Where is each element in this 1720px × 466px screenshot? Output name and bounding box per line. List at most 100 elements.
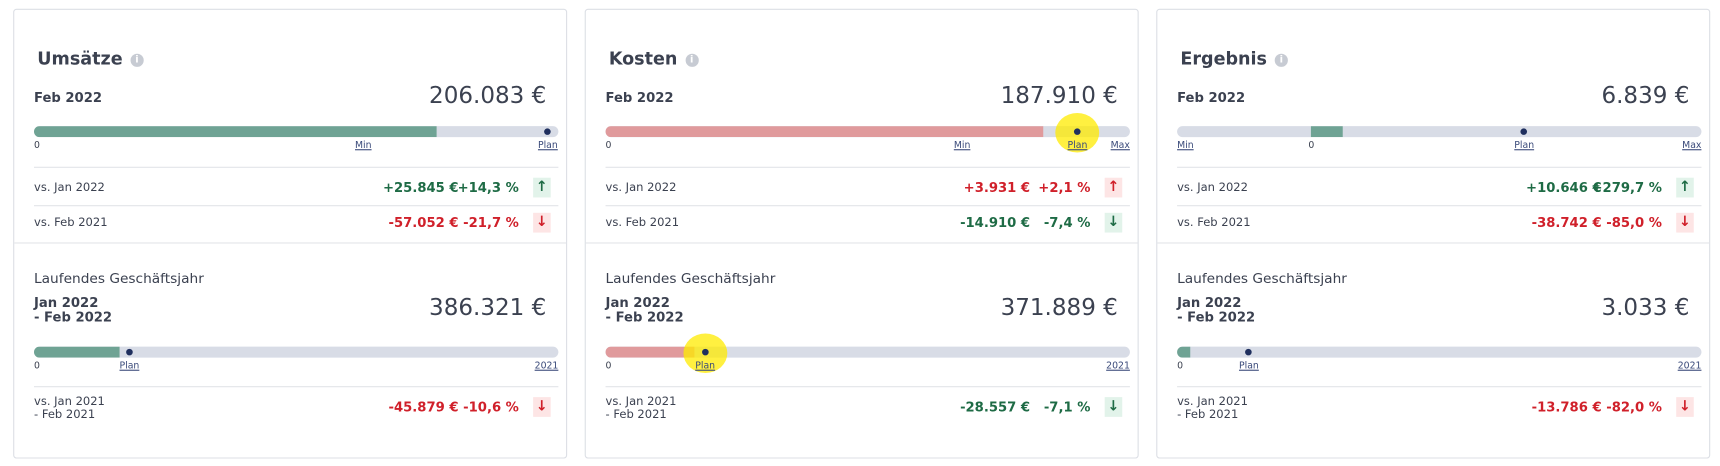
bar-label: Max bbox=[1682, 140, 1702, 152]
bar-label: 0 bbox=[34, 360, 40, 372]
comparison-pct: +2,1 % bbox=[1038, 179, 1091, 196]
card-title: Kosten i bbox=[608, 48, 699, 70]
trend-arrow: ↑ bbox=[1676, 177, 1694, 198]
plan-marker bbox=[701, 348, 709, 356]
bar-label: 0 bbox=[34, 140, 40, 152]
trend-arrow: ↓ bbox=[533, 397, 551, 417]
divider bbox=[1177, 166, 1702, 168]
trend-arrow: ↓ bbox=[1104, 212, 1123, 233]
comparison-pct: -7,1 % bbox=[1043, 399, 1091, 415]
comparison-pct: -85,0 % bbox=[1606, 215, 1662, 231]
divider bbox=[1177, 205, 1702, 207]
comparison-pct: -21,7 % bbox=[463, 215, 519, 231]
plan-marker bbox=[1520, 128, 1528, 135]
bar-label: Min bbox=[1177, 140, 1194, 152]
bar-label: 0 bbox=[605, 140, 612, 152]
divider bbox=[14, 242, 567, 244]
plan-marker bbox=[126, 348, 133, 356]
comparison-label: vs. Feb 2021 bbox=[1177, 216, 1251, 230]
trend-arrow: ↓ bbox=[533, 212, 551, 233]
progress-track bbox=[1177, 346, 1702, 358]
comparison-label: vs. Jan 2022 bbox=[1177, 181, 1248, 195]
comparison-label: vs. Feb 2021 bbox=[34, 216, 108, 230]
period: Feb 2022 bbox=[34, 89, 103, 106]
plan-marker bbox=[1074, 128, 1081, 135]
divider bbox=[34, 205, 559, 207]
comparison-abs: -57.052 € bbox=[388, 215, 459, 231]
divider bbox=[34, 166, 559, 168]
comparison-abs: -13.786 € bbox=[1531, 399, 1602, 415]
info-icon[interactable]: i bbox=[130, 53, 144, 67]
progress-fill bbox=[34, 346, 120, 358]
ytd-period: Jan 2022 - Feb 2022 bbox=[34, 295, 113, 325]
info-icon[interactable]: i bbox=[1274, 53, 1288, 67]
ytd-value: 371.889 € bbox=[1000, 293, 1118, 321]
bar-label: 2021 bbox=[1106, 360, 1130, 372]
bar-label: Plan bbox=[695, 360, 716, 372]
progress-fill bbox=[605, 126, 1044, 138]
plan-marker bbox=[1245, 348, 1253, 356]
plan-marker bbox=[544, 128, 552, 135]
comparison-pct: -10,6 % bbox=[463, 399, 519, 415]
progress-track bbox=[605, 346, 1130, 358]
progress-fill bbox=[34, 126, 437, 138]
divider bbox=[34, 386, 559, 388]
progress-track bbox=[605, 126, 1130, 138]
value: 6.839 € bbox=[1601, 82, 1690, 109]
ytd-period: Jan 2022 - Feb 2022 bbox=[605, 295, 684, 325]
ytd-value: 386.321 € bbox=[429, 293, 547, 321]
progress-track bbox=[34, 346, 559, 358]
comparison-pct: +14,3 % bbox=[457, 179, 519, 196]
trend-arrow: ↓ bbox=[1104, 397, 1123, 417]
comparison-abs: +10.646 € bbox=[1526, 179, 1602, 196]
title-text: Umsätze bbox=[37, 48, 123, 70]
divider bbox=[585, 242, 1138, 244]
comparison-abs: -45.879 € bbox=[388, 399, 459, 415]
bar-label: Plan bbox=[1238, 360, 1259, 372]
trend-arrow: ↓ bbox=[1676, 212, 1694, 233]
progress-fill bbox=[1177, 346, 1191, 358]
period: Feb 2022 bbox=[605, 89, 674, 106]
progress-track bbox=[1177, 126, 1702, 138]
comparison-label: vs. Jan 2021 - Feb 2021 bbox=[605, 394, 677, 422]
bar-label: Min bbox=[953, 140, 971, 152]
comparison-abs: +3.931 € bbox=[963, 179, 1031, 196]
divider bbox=[605, 166, 1130, 168]
bar-label: Plan bbox=[119, 360, 140, 372]
value: 206.083 € bbox=[429, 82, 547, 109]
bar-label: Plan bbox=[1067, 140, 1088, 152]
progress-track bbox=[34, 126, 559, 138]
bar-label: Max bbox=[1110, 140, 1130, 152]
value: 187.910 € bbox=[1000, 82, 1118, 109]
comparison-label: vs. Jan 2022 bbox=[34, 181, 105, 195]
bar-label: Plan bbox=[537, 140, 558, 152]
period: Feb 2022 bbox=[1177, 89, 1246, 106]
divider bbox=[605, 386, 1130, 388]
bar-label: 2021 bbox=[534, 360, 559, 372]
bar-label: 2021 bbox=[1677, 360, 1702, 372]
ytd-period: Jan 2022 - Feb 2022 bbox=[1177, 295, 1256, 325]
ytd-value: 3.033 € bbox=[1601, 293, 1690, 321]
divider bbox=[605, 205, 1130, 207]
bar-label: Min bbox=[355, 140, 372, 152]
comparison-abs: -28.557 € bbox=[960, 399, 1031, 415]
progress-fill bbox=[605, 346, 695, 358]
info-icon[interactable]: i bbox=[685, 53, 699, 67]
kpi-card: Umsätze i Feb 2022 206.083 € 0 Min Plan vs. Jan… bbox=[13, 8, 568, 459]
title-text: Kosten bbox=[608, 48, 678, 70]
comparison-pct: -82,0 % bbox=[1606, 399, 1662, 415]
ytd-title: Laufendes Geschäftsjahr bbox=[605, 269, 776, 287]
comparison-abs: +25.845 € bbox=[382, 179, 459, 196]
comparison-label: vs. Jan 2021 - Feb 2021 bbox=[34, 394, 105, 422]
trend-arrow: ↓ bbox=[1676, 397, 1694, 417]
comparison-label: vs. Jan 2021 - Feb 2021 bbox=[1177, 394, 1248, 422]
bar-label: 0 bbox=[1308, 140, 1315, 152]
comparison-label: vs. Jan 2022 bbox=[605, 181, 677, 195]
kpi-card: Kosten i Feb 2022 187.910 € 0 Min Plan Max vs. J… bbox=[584, 8, 1139, 459]
card-title: Umsätze i bbox=[37, 48, 144, 70]
title-text: Ergebnis bbox=[1180, 48, 1268, 70]
card-title: Ergebnis i bbox=[1180, 48, 1288, 70]
divider bbox=[1177, 386, 1702, 388]
ytd-title: Laufendes Geschäftsjahr bbox=[1177, 269, 1347, 287]
